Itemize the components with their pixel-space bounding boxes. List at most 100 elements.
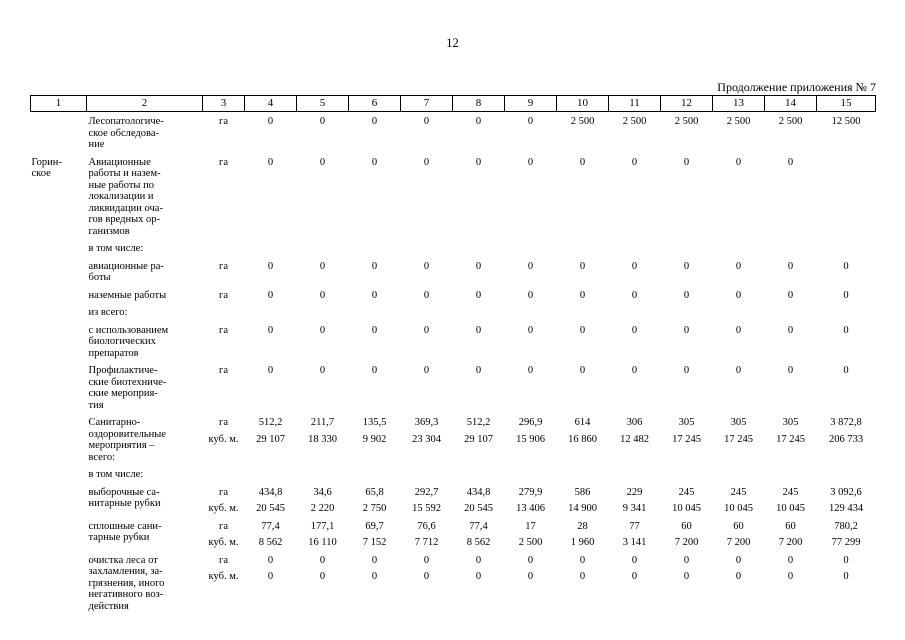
column-header: 9	[504, 95, 557, 112]
value-line: 279,9	[518, 486, 543, 498]
cell-value: 0	[765, 257, 817, 286]
value-line: 17 245	[724, 433, 753, 445]
cell-units	[203, 239, 245, 257]
cell-value: 245 10 045	[661, 483, 713, 517]
value-line: 0	[267, 554, 274, 566]
value-line: 0	[631, 554, 638, 566]
cell-value: 28 1 960	[557, 517, 609, 551]
value-line: 0	[527, 116, 534, 127]
cell-value	[765, 303, 817, 321]
value-line: 0	[319, 571, 326, 582]
value-line: 135,5	[362, 417, 387, 428]
cell-value: 0	[661, 257, 713, 286]
value-line: 2 750	[362, 503, 387, 514]
value-line: 0	[579, 324, 586, 336]
cell-value: 0	[245, 257, 297, 286]
cell-value	[245, 465, 297, 483]
value-line: 0	[527, 260, 534, 272]
cell-value: 77,4 8 562	[245, 517, 297, 551]
cell-value: 296,9 15 906	[505, 413, 557, 465]
cell-value: 0	[765, 321, 817, 362]
cell-value: 0	[817, 361, 876, 413]
cell-region	[31, 413, 87, 465]
cell-value: 2 500	[557, 112, 609, 153]
value-line: 0	[371, 156, 378, 168]
table-row: Лесопатологиче- ское обследова- ние га 0 0 0…	[31, 112, 876, 153]
value-line: 0	[423, 116, 430, 127]
value-line: 0	[527, 289, 534, 301]
value-line: 0	[735, 365, 742, 376]
cell-value: 369,3 23 304	[401, 413, 453, 465]
cell-value: 0	[453, 321, 505, 362]
value-line: 0	[787, 554, 794, 566]
table-row: Профилактиче- ские биотехниче- ские меро…	[31, 361, 876, 413]
value-line: 0	[843, 324, 849, 336]
value-line: 0	[475, 289, 482, 301]
cell-value	[817, 153, 876, 240]
value-line: 512,2	[466, 417, 491, 428]
column-header: 8	[452, 95, 505, 112]
value-line: 0	[683, 324, 690, 336]
value-line: 0	[843, 260, 849, 272]
value-line: 0	[267, 571, 274, 582]
cell-activity-name: из всего:	[88, 307, 128, 318]
cell-value: 65,8 2 750	[349, 483, 401, 517]
value-line: 29 107	[464, 433, 493, 445]
value-line: 0	[371, 365, 378, 376]
cell-value: 512,2 29 107	[245, 413, 297, 465]
column-header: 10	[556, 95, 609, 112]
cell-value: 60 7 200	[765, 517, 817, 551]
value-line: 0	[579, 554, 586, 566]
cell-value: 0	[401, 321, 453, 362]
value-line: 69,7	[365, 520, 384, 532]
column-header: 7	[400, 95, 453, 112]
unit-line: куб. м.	[208, 433, 239, 445]
value-line: 0	[843, 289, 849, 301]
cell-value: 77,4 8 562	[453, 517, 505, 551]
cell-value: 0	[245, 112, 297, 153]
value-line: 10 045	[776, 503, 805, 514]
cell-units: га	[203, 286, 245, 304]
column-header: 1	[30, 95, 87, 112]
cell-value: 0	[297, 257, 349, 286]
cell-activity-name: в том числе:	[88, 469, 144, 480]
value-line: 0	[631, 571, 638, 582]
cell-value	[765, 465, 817, 483]
value-line: 2 220	[310, 503, 335, 514]
cell-value: 17 2 500	[505, 517, 557, 551]
value-line: 206 733	[828, 433, 864, 445]
cell-value: 512,2 29 107	[453, 413, 505, 465]
value-line: 0	[735, 324, 742, 336]
cell-value: 0	[297, 286, 349, 304]
cell-region	[31, 465, 87, 483]
cell-activity-name: выборочные са- нитарные рубки	[88, 486, 161, 510]
value-line: 245	[678, 486, 695, 498]
cell-activity-name: сплошные сани- тарные рубки	[88, 520, 162, 544]
unit-line: га	[219, 324, 228, 336]
cell-value: 0	[661, 153, 713, 240]
cell-value: 0	[505, 112, 557, 153]
value-line: 16 860	[568, 433, 597, 445]
value-line: 7 200	[778, 537, 803, 548]
cell-value: 12 500	[817, 112, 876, 153]
cell-value	[297, 303, 349, 321]
cell-value: 0	[505, 153, 557, 240]
cell-value: 0	[609, 153, 661, 240]
cell-value: 2 500	[661, 112, 713, 153]
value-line: 0	[683, 156, 690, 168]
cell-value: 0	[245, 153, 297, 240]
cell-value	[765, 239, 817, 257]
cell-region	[31, 551, 87, 615]
cell-value: 0	[245, 286, 297, 304]
value-line: 0	[735, 571, 742, 582]
table-row: в том числе:	[31, 465, 876, 483]
cell-value: 0	[817, 257, 876, 286]
value-line: 0	[735, 289, 742, 301]
cell-value: 0	[557, 286, 609, 304]
cell-value: 0	[297, 153, 349, 240]
